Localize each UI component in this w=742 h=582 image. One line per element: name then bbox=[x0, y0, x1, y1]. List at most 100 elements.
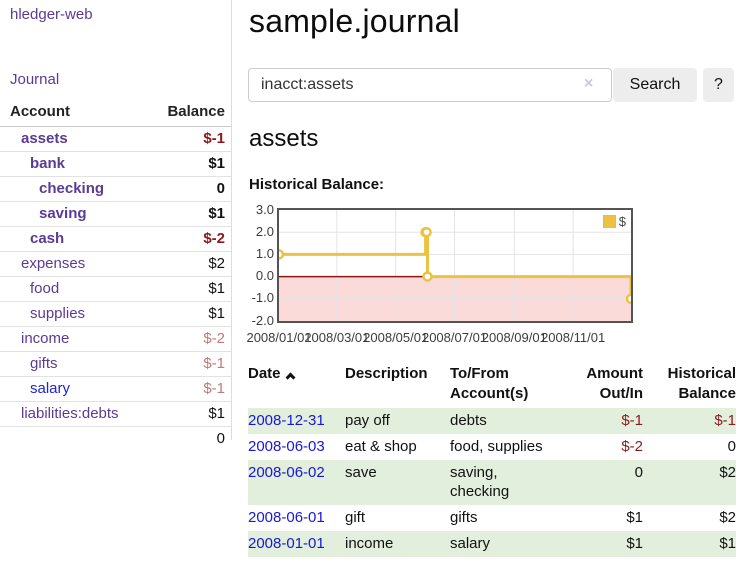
chart-title: Historical Balance: bbox=[249, 176, 385, 193]
transaction-amount: $-2 bbox=[621, 438, 643, 455]
account-link-expenses[interactable]: expenses bbox=[21, 255, 86, 272]
x-axis-tick-label: 2008/11/01 bbox=[541, 330, 606, 345]
transaction-date-link[interactable]: 2008-06-02 bbox=[248, 464, 325, 481]
register-header-description: Description bbox=[345, 365, 428, 382]
account-balance: 0 bbox=[150, 176, 231, 202]
legend-label: $ bbox=[618, 214, 626, 229]
register-header-amount: Amount Out/In bbox=[586, 365, 643, 402]
transaction-accounts: gifts bbox=[450, 509, 478, 526]
transaction-description: income bbox=[345, 535, 394, 552]
account-link-gifts[interactable]: gifts bbox=[30, 355, 58, 372]
x-axis-tick-label: 2008/09/01 bbox=[481, 330, 547, 345]
help-button[interactable]: ? bbox=[703, 68, 734, 102]
search-button[interactable]: Search bbox=[613, 68, 697, 102]
accounts-header-account: Account bbox=[0, 99, 151, 127]
register-row: 2008-12-31 pay off debts $-1 $-1 bbox=[248, 408, 736, 434]
transaction-balance: $-1 bbox=[714, 412, 736, 429]
transaction-accounts: food, supplies bbox=[450, 438, 543, 455]
account-balance: $1 bbox=[150, 201, 231, 227]
account-link-food[interactable]: food bbox=[30, 280, 60, 297]
x-axis-tick-label: 2008/05/01 bbox=[363, 330, 429, 345]
transaction-balance: $2 bbox=[719, 509, 736, 526]
account-row: supplies $1 bbox=[0, 301, 231, 327]
account-link-cash[interactable]: cash bbox=[30, 230, 65, 247]
legend-swatch-icon bbox=[602, 215, 616, 228]
register-header-accounts: To/From Account(s) bbox=[450, 365, 529, 402]
transaction-accounts: saving, checking bbox=[450, 464, 510, 500]
register-row: 2008-06-02 save saving, checking 0 $2 bbox=[248, 460, 736, 505]
register-table: Date Description To/From Account(s) Amoun… bbox=[248, 364, 736, 557]
y-axis-tick-label: 0.0 bbox=[255, 268, 274, 284]
account-balance: $1 bbox=[150, 301, 231, 327]
account-row: salary $-1 bbox=[0, 376, 231, 402]
accounts-total-value: 0 bbox=[150, 426, 231, 451]
account-balance: $1 bbox=[150, 151, 231, 177]
account-link-assets[interactable]: assets bbox=[21, 130, 68, 147]
register-header-balance: Historical Balance bbox=[667, 365, 736, 402]
sidebar-item-journal[interactable]: Journal bbox=[10, 71, 60, 88]
account-row: bank $1 bbox=[0, 151, 231, 177]
y-axis-tick-label: 1.0 bbox=[255, 245, 274, 261]
sort-ascending-icon bbox=[285, 372, 295, 383]
search-input[interactable] bbox=[248, 68, 612, 102]
account-balance: $2 bbox=[150, 251, 231, 277]
account-balance: $-2 bbox=[150, 326, 231, 352]
account-row: saving $1 bbox=[0, 201, 231, 227]
transaction-balance: $1 bbox=[719, 535, 736, 552]
transaction-accounts: debts bbox=[450, 412, 487, 429]
chart-plot: $ bbox=[277, 208, 633, 323]
page-title: sample.journal bbox=[249, 3, 460, 39]
account-balance: $-1 bbox=[150, 376, 231, 402]
clear-search-icon[interactable]: × bbox=[584, 75, 594, 92]
register-row: 2008-01-01 income salary $1 $1 bbox=[248, 531, 736, 557]
transaction-description: save bbox=[345, 464, 377, 481]
y-axis-tick-label: -1.0 bbox=[251, 290, 274, 306]
accounts-header-balance: Balance bbox=[150, 99, 231, 127]
register-row: 2008-06-01 gift gifts $1 $2 bbox=[248, 505, 736, 531]
account-row: gifts $-1 bbox=[0, 351, 231, 377]
register-row: 2008-06-03 eat & shop food, supplies $-2 0 bbox=[248, 434, 736, 460]
account-balance: $1 bbox=[150, 276, 231, 302]
accounts-total-row: 0 bbox=[0, 426, 231, 451]
accounts-table: Account Balance assets $-1 bank $1 checking 0… bbox=[0, 99, 231, 451]
transaction-description: pay off bbox=[345, 412, 390, 429]
transaction-description: gift bbox=[345, 509, 366, 526]
transaction-description: eat & shop bbox=[345, 438, 417, 455]
y-axis-tick-label: -2.0 bbox=[251, 312, 274, 328]
transaction-date-link[interactable]: 2008-12-31 bbox=[248, 412, 325, 429]
account-row: income $-2 bbox=[0, 326, 231, 352]
account-link-saving[interactable]: saving bbox=[39, 205, 87, 222]
account-row: liabilities:debts $1 bbox=[0, 401, 231, 427]
register-header-date[interactable]: Date bbox=[248, 364, 345, 408]
transaction-amount: $1 bbox=[626, 509, 643, 526]
search-form: × Search ? bbox=[248, 68, 738, 102]
y-axis-tick-label: 2.0 bbox=[255, 223, 274, 239]
account-balance: $-2 bbox=[150, 226, 231, 252]
account-balance: $1 bbox=[150, 401, 231, 427]
account-balance: $-1 bbox=[150, 126, 231, 152]
app-title-link[interactable]: hledger-web bbox=[10, 6, 93, 23]
chart-series-line bbox=[279, 210, 631, 321]
transaction-date-link[interactable]: 2008-01-01 bbox=[248, 535, 325, 552]
historical-balance-chart: $ 3.0 2.0 1.0 0.0 -1.0 -2.0 2008/01/01 2008/03/… bbox=[246, 202, 738, 348]
account-link-bank[interactable]: bank bbox=[30, 155, 66, 172]
account-row: assets $-1 bbox=[0, 126, 231, 152]
account-link-income[interactable]: income bbox=[21, 330, 70, 347]
transaction-date-link[interactable]: 2008-06-01 bbox=[248, 509, 325, 526]
account-row: expenses $2 bbox=[0, 251, 231, 277]
main-content: sample.journal × Search ? assets Histori… bbox=[246, 0, 738, 582]
transaction-balance: $2 bbox=[719, 464, 736, 481]
transaction-accounts: salary bbox=[450, 535, 491, 552]
account-link-salary[interactable]: salary bbox=[30, 380, 71, 397]
account-link-liabilities-debts[interactable]: liabilities:debts bbox=[21, 405, 119, 422]
x-axis-tick-label: 2008/03/01 bbox=[304, 330, 370, 345]
transaction-balance: 0 bbox=[727, 438, 736, 455]
sidebar: hledger-web Journal Account Balance asse… bbox=[0, 0, 232, 451]
transaction-date-link[interactable]: 2008-06-03 bbox=[248, 438, 325, 455]
account-row: food $1 bbox=[0, 276, 231, 302]
account-row: checking 0 bbox=[0, 176, 231, 202]
account-link-supplies[interactable]: supplies bbox=[30, 305, 86, 322]
account-link-checking[interactable]: checking bbox=[39, 180, 105, 197]
transaction-amount: $1 bbox=[626, 535, 643, 552]
